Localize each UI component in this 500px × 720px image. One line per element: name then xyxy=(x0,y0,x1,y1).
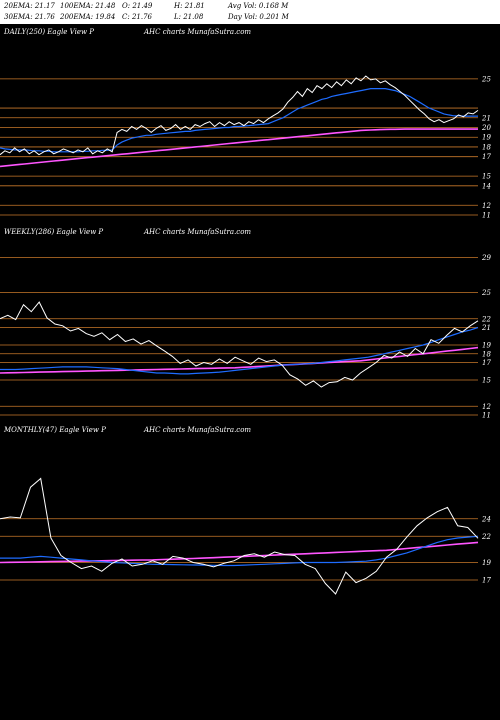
ema-fast-line xyxy=(0,535,479,567)
y-tick-label: 17 xyxy=(482,153,491,161)
y-tick-label: 11 xyxy=(482,412,491,420)
y-tick-label: 25 xyxy=(481,75,491,83)
y-tick-label: 12 xyxy=(482,403,491,411)
y-tick-label: 20 xyxy=(481,124,491,132)
ema200-value: 200EMA: 19.84 xyxy=(60,13,116,21)
daily-panel-site: AHC charts MunafaSutra.com xyxy=(144,28,252,36)
ema-slow-line xyxy=(0,541,479,564)
weekly-panel-title: WEEKLY(286) Eagle View P xyxy=(4,228,104,236)
monthly-chart: 24 22 19 17 xyxy=(0,477,491,595)
price-line xyxy=(0,301,479,388)
y-tick-label: 21 xyxy=(481,324,491,332)
ema-slow-line xyxy=(0,346,479,374)
ema-slow-line xyxy=(0,128,478,168)
monthly-panel-site: AHC charts MunafaSutra.com xyxy=(144,426,252,434)
y-tick-label: 15 xyxy=(482,173,491,181)
price-line xyxy=(0,477,479,595)
y-tick-label: 19 xyxy=(482,342,491,350)
open-value: O: 21.49 xyxy=(122,2,153,10)
y-tick-label: 29 xyxy=(481,254,491,262)
y-tick-label: 18 xyxy=(482,350,491,358)
y-tick-label: 17 xyxy=(482,359,491,367)
avg-volume-value: Avg Vol: 0.168 M xyxy=(228,2,289,10)
ema20-value: 20EMA: 21.17 xyxy=(4,2,55,10)
y-tick-label: 14 xyxy=(482,182,491,190)
ema-fast-line xyxy=(0,326,479,375)
y-tick-label: 15 xyxy=(482,377,491,385)
y-tick-label: 22 xyxy=(481,315,491,323)
y-tick-label: 11 xyxy=(482,212,491,220)
y-tick-label: 22 xyxy=(481,533,491,541)
daily-panel-title: DAILY(250) Eagle View P xyxy=(4,28,94,36)
low-value: L: 21.08 xyxy=(174,13,204,21)
y-tick-label: 12 xyxy=(482,202,491,210)
y-tick-label: 17 xyxy=(482,577,491,585)
monthly-panel-title: MONTHLY(47) Eagle View P xyxy=(4,426,106,434)
weekly-panel-site: AHC charts MunafaSutra.com xyxy=(144,228,252,236)
y-tick-label: 18 xyxy=(482,143,491,151)
close-value: C: 21.76 xyxy=(122,13,152,21)
y-tick-label: 25 xyxy=(481,289,491,297)
high-value: H: 21.81 xyxy=(174,2,205,10)
y-tick-label: 19 xyxy=(482,559,491,567)
ema30-value: 30EMA: 21.76 xyxy=(4,13,55,21)
ema100-value: 100EMA: 21.48 xyxy=(60,2,116,10)
indicator-header: 20EMA: 21.17 100EMA: 21.48 O: 21.49 H: 2… xyxy=(0,0,500,24)
y-tick-label: 21 xyxy=(481,114,491,122)
y-tick-label: 24 xyxy=(481,515,491,523)
day-volume-value: Day Vol: 0.201 M xyxy=(228,13,289,21)
y-tick-label: 19 xyxy=(482,134,491,142)
price-line xyxy=(0,75,479,156)
ema-fast-line xyxy=(0,87,478,153)
